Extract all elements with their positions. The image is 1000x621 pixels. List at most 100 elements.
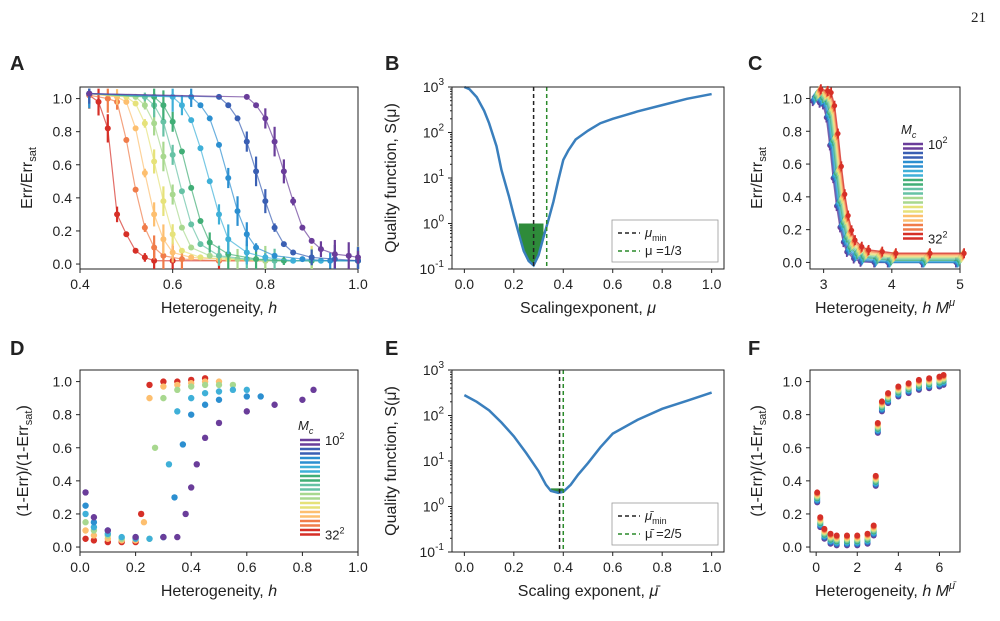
panel-c-point bbox=[927, 250, 933, 256]
panel-a-frame bbox=[79, 86, 359, 270]
panel-a-point bbox=[234, 208, 241, 215]
panel-f-ytick-label: 0.6 bbox=[783, 440, 803, 456]
panel-d-legend-title: Mc bbox=[298, 418, 314, 436]
panel-a-ytick-label: 0.0 bbox=[53, 256, 73, 272]
panel-a-series-line bbox=[89, 93, 358, 262]
panel-a-series-line bbox=[89, 93, 358, 262]
panel-d-point bbox=[104, 527, 112, 534]
panel-a-point bbox=[234, 256, 241, 263]
panel-a-point bbox=[188, 184, 195, 191]
panel-a-point bbox=[216, 252, 222, 259]
panel-d-point bbox=[188, 484, 195, 491]
panel-a-point bbox=[141, 224, 148, 231]
panel-a-xtick-label: 0.8 bbox=[256, 276, 276, 292]
panel-a-point bbox=[151, 158, 158, 165]
panel-d-legend-bottom: 322 bbox=[325, 526, 344, 543]
panel-a-point bbox=[243, 249, 250, 256]
panel-d-point bbox=[215, 419, 223, 427]
panel-d-point bbox=[257, 393, 264, 400]
panel-d-point bbox=[146, 381, 153, 389]
panel-a-ytick-label: 1.0 bbox=[53, 91, 73, 107]
panel-f-ylabel: (1-Err)/(1-Errsat) bbox=[749, 405, 769, 517]
panel-c-ytick-label: 1.0 bbox=[783, 90, 803, 106]
panel-a-point bbox=[280, 241, 287, 248]
panel-d-point bbox=[179, 441, 187, 448]
panel-c-point bbox=[859, 244, 865, 250]
panel-a-point bbox=[225, 236, 232, 243]
panel-d-point bbox=[243, 393, 250, 400]
panel-a-point bbox=[123, 231, 130, 238]
panel-b-xtick-label: 0.6 bbox=[603, 276, 623, 292]
panel-e-xtick-label: 0.6 bbox=[603, 559, 623, 575]
panel-f-point bbox=[870, 522, 877, 529]
panel-a-point bbox=[95, 98, 102, 105]
panel-d-point bbox=[140, 519, 148, 526]
panel-a-point bbox=[188, 221, 195, 228]
panel-a-point bbox=[243, 231, 250, 238]
panel-c-point bbox=[961, 250, 967, 256]
panel-a-point bbox=[141, 170, 148, 177]
panel-f-ytick-label: 0.4 bbox=[783, 473, 803, 489]
panel-f-point bbox=[874, 419, 881, 426]
panel-f-point bbox=[827, 530, 834, 537]
panel-f-point bbox=[817, 514, 824, 521]
panel-c-ytick-label: 0.4 bbox=[783, 189, 803, 205]
panel-e-curve bbox=[463, 391, 713, 495]
panel-a-series-line bbox=[89, 93, 359, 259]
panel-e-legend bbox=[611, 502, 719, 546]
panel-a-point bbox=[197, 145, 204, 152]
panel-label-b: B bbox=[385, 53, 399, 75]
panel-c-xtick-label: 5 bbox=[956, 276, 964, 292]
panel-a-point bbox=[206, 252, 213, 259]
panel-c-xtick-label: 3 bbox=[820, 276, 828, 292]
page-number: 21 bbox=[971, 10, 986, 26]
panel-a-point bbox=[271, 224, 278, 231]
panel-d-point bbox=[243, 408, 250, 415]
panel-a-point bbox=[197, 254, 204, 261]
panel-e-ylabel: Quality function, S(μ̄) bbox=[383, 386, 400, 536]
panel-d-point bbox=[215, 388, 223, 395]
panel-c-point bbox=[818, 86, 824, 92]
panel-a-point bbox=[197, 102, 204, 109]
panel-a-point bbox=[114, 211, 121, 218]
panel-a-xtick-label: 0.6 bbox=[163, 276, 183, 292]
panel-a-point bbox=[234, 115, 241, 122]
panel-c-series-line bbox=[817, 93, 961, 259]
panel-d-ytick-label: 0.0 bbox=[53, 539, 73, 555]
panel-a-point bbox=[178, 256, 185, 263]
panel-f-point bbox=[905, 380, 912, 387]
panel-a-point bbox=[178, 247, 185, 254]
panel-a-point bbox=[216, 211, 222, 218]
panel-a-point bbox=[188, 244, 195, 251]
panel-a-point bbox=[178, 102, 185, 109]
panel-f-xtick-label: 6 bbox=[936, 559, 944, 575]
panel-c-legend-title: Mc bbox=[901, 122, 917, 140]
panel-a-point bbox=[243, 93, 250, 100]
panel-a-series-line bbox=[89, 93, 358, 262]
panel-a-point bbox=[160, 236, 167, 243]
panel-c-series-line bbox=[820, 88, 965, 254]
panel-c-ytick-label: 0.2 bbox=[783, 222, 803, 238]
panel-a-point bbox=[123, 98, 130, 105]
panel-d-point bbox=[82, 489, 89, 496]
panel-d-point bbox=[160, 383, 167, 390]
panel-c-frame bbox=[809, 86, 961, 270]
panel-a-point bbox=[197, 218, 204, 225]
panel-d-xtick-label: 1.0 bbox=[348, 559, 368, 575]
panel-a-point bbox=[141, 254, 148, 261]
panel-f-ytick-label: 1.0 bbox=[783, 374, 803, 390]
panel-f-point bbox=[926, 375, 933, 382]
panel-a-xlabel: Heterogeneity, h bbox=[161, 300, 277, 317]
panel-a-point bbox=[290, 257, 297, 264]
panel-b-legend-min: μmin bbox=[644, 225, 667, 243]
panel-a-point bbox=[160, 198, 167, 205]
panel-a-point bbox=[151, 257, 158, 264]
panel-f-xtick-label: 2 bbox=[853, 559, 861, 575]
panel-a-ytick-label: 0.4 bbox=[53, 190, 73, 206]
panel-a-point bbox=[151, 211, 158, 218]
panel-b-legend bbox=[611, 219, 719, 263]
panel-a-point bbox=[141, 102, 148, 109]
panel-d-point bbox=[188, 383, 195, 390]
panel-b-ylabel: Quality function, S(μ) bbox=[383, 103, 400, 253]
panel-d-point bbox=[160, 394, 167, 402]
